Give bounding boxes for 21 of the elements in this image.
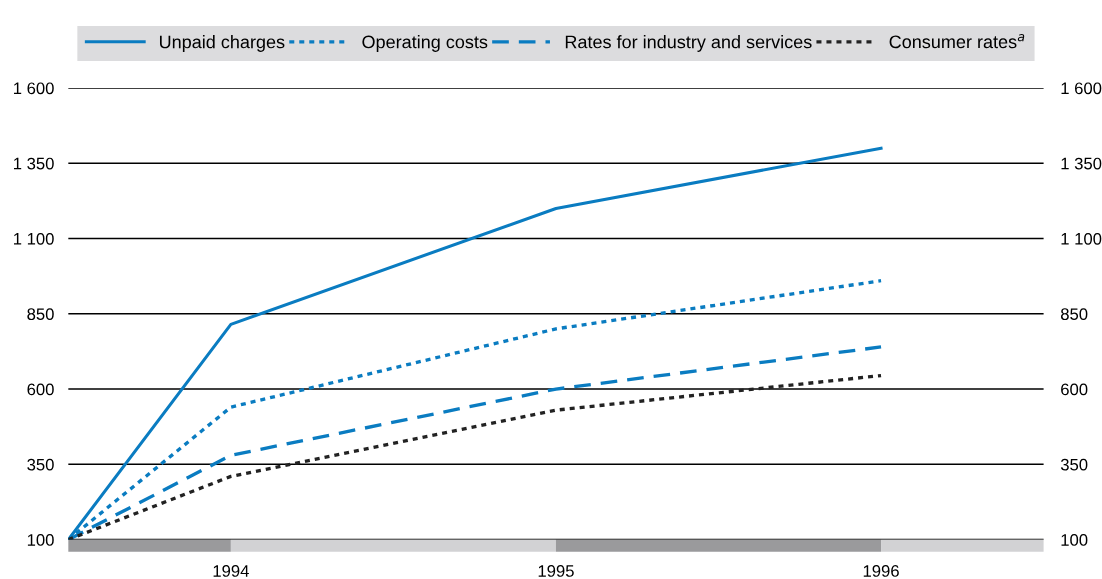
x-tick-label: 1996 [863, 565, 899, 577]
y2-tick-label: 1 600 [1061, 82, 1102, 95]
x-tick-label: 1995 [538, 565, 574, 577]
y-tick-label: 1 600 [14, 82, 54, 95]
legend-label: Consumer rates$^{a}$ [889, 34, 1025, 49]
y2-tick-label: 600 [1061, 383, 1088, 396]
x-tick-label: 1994 [213, 565, 249, 577]
legend-label: Unpaid charges [160, 35, 285, 52]
y-tick-label: 1 350 [14, 157, 54, 170]
legend-label: Operating costs [362, 35, 488, 52]
y-tick-label: 850 [27, 308, 54, 321]
y-tick-label: 1 100 [14, 232, 54, 245]
y2-tick-label: 100 [1061, 534, 1088, 546]
y2-tick-label: 850 [1060, 308, 1088, 321]
y2-tick-label: 1 350 [1061, 157, 1102, 170]
y2-tick-label: 350 [1060, 458, 1088, 471]
y-tick-label: 350 [27, 458, 54, 471]
y-tick-label: 100 [27, 534, 54, 546]
y-tick-label: 600 [27, 383, 54, 396]
legend-label: Rates for industry and services [565, 35, 812, 52]
y2-tick-label: 1 100 [1061, 232, 1102, 245]
